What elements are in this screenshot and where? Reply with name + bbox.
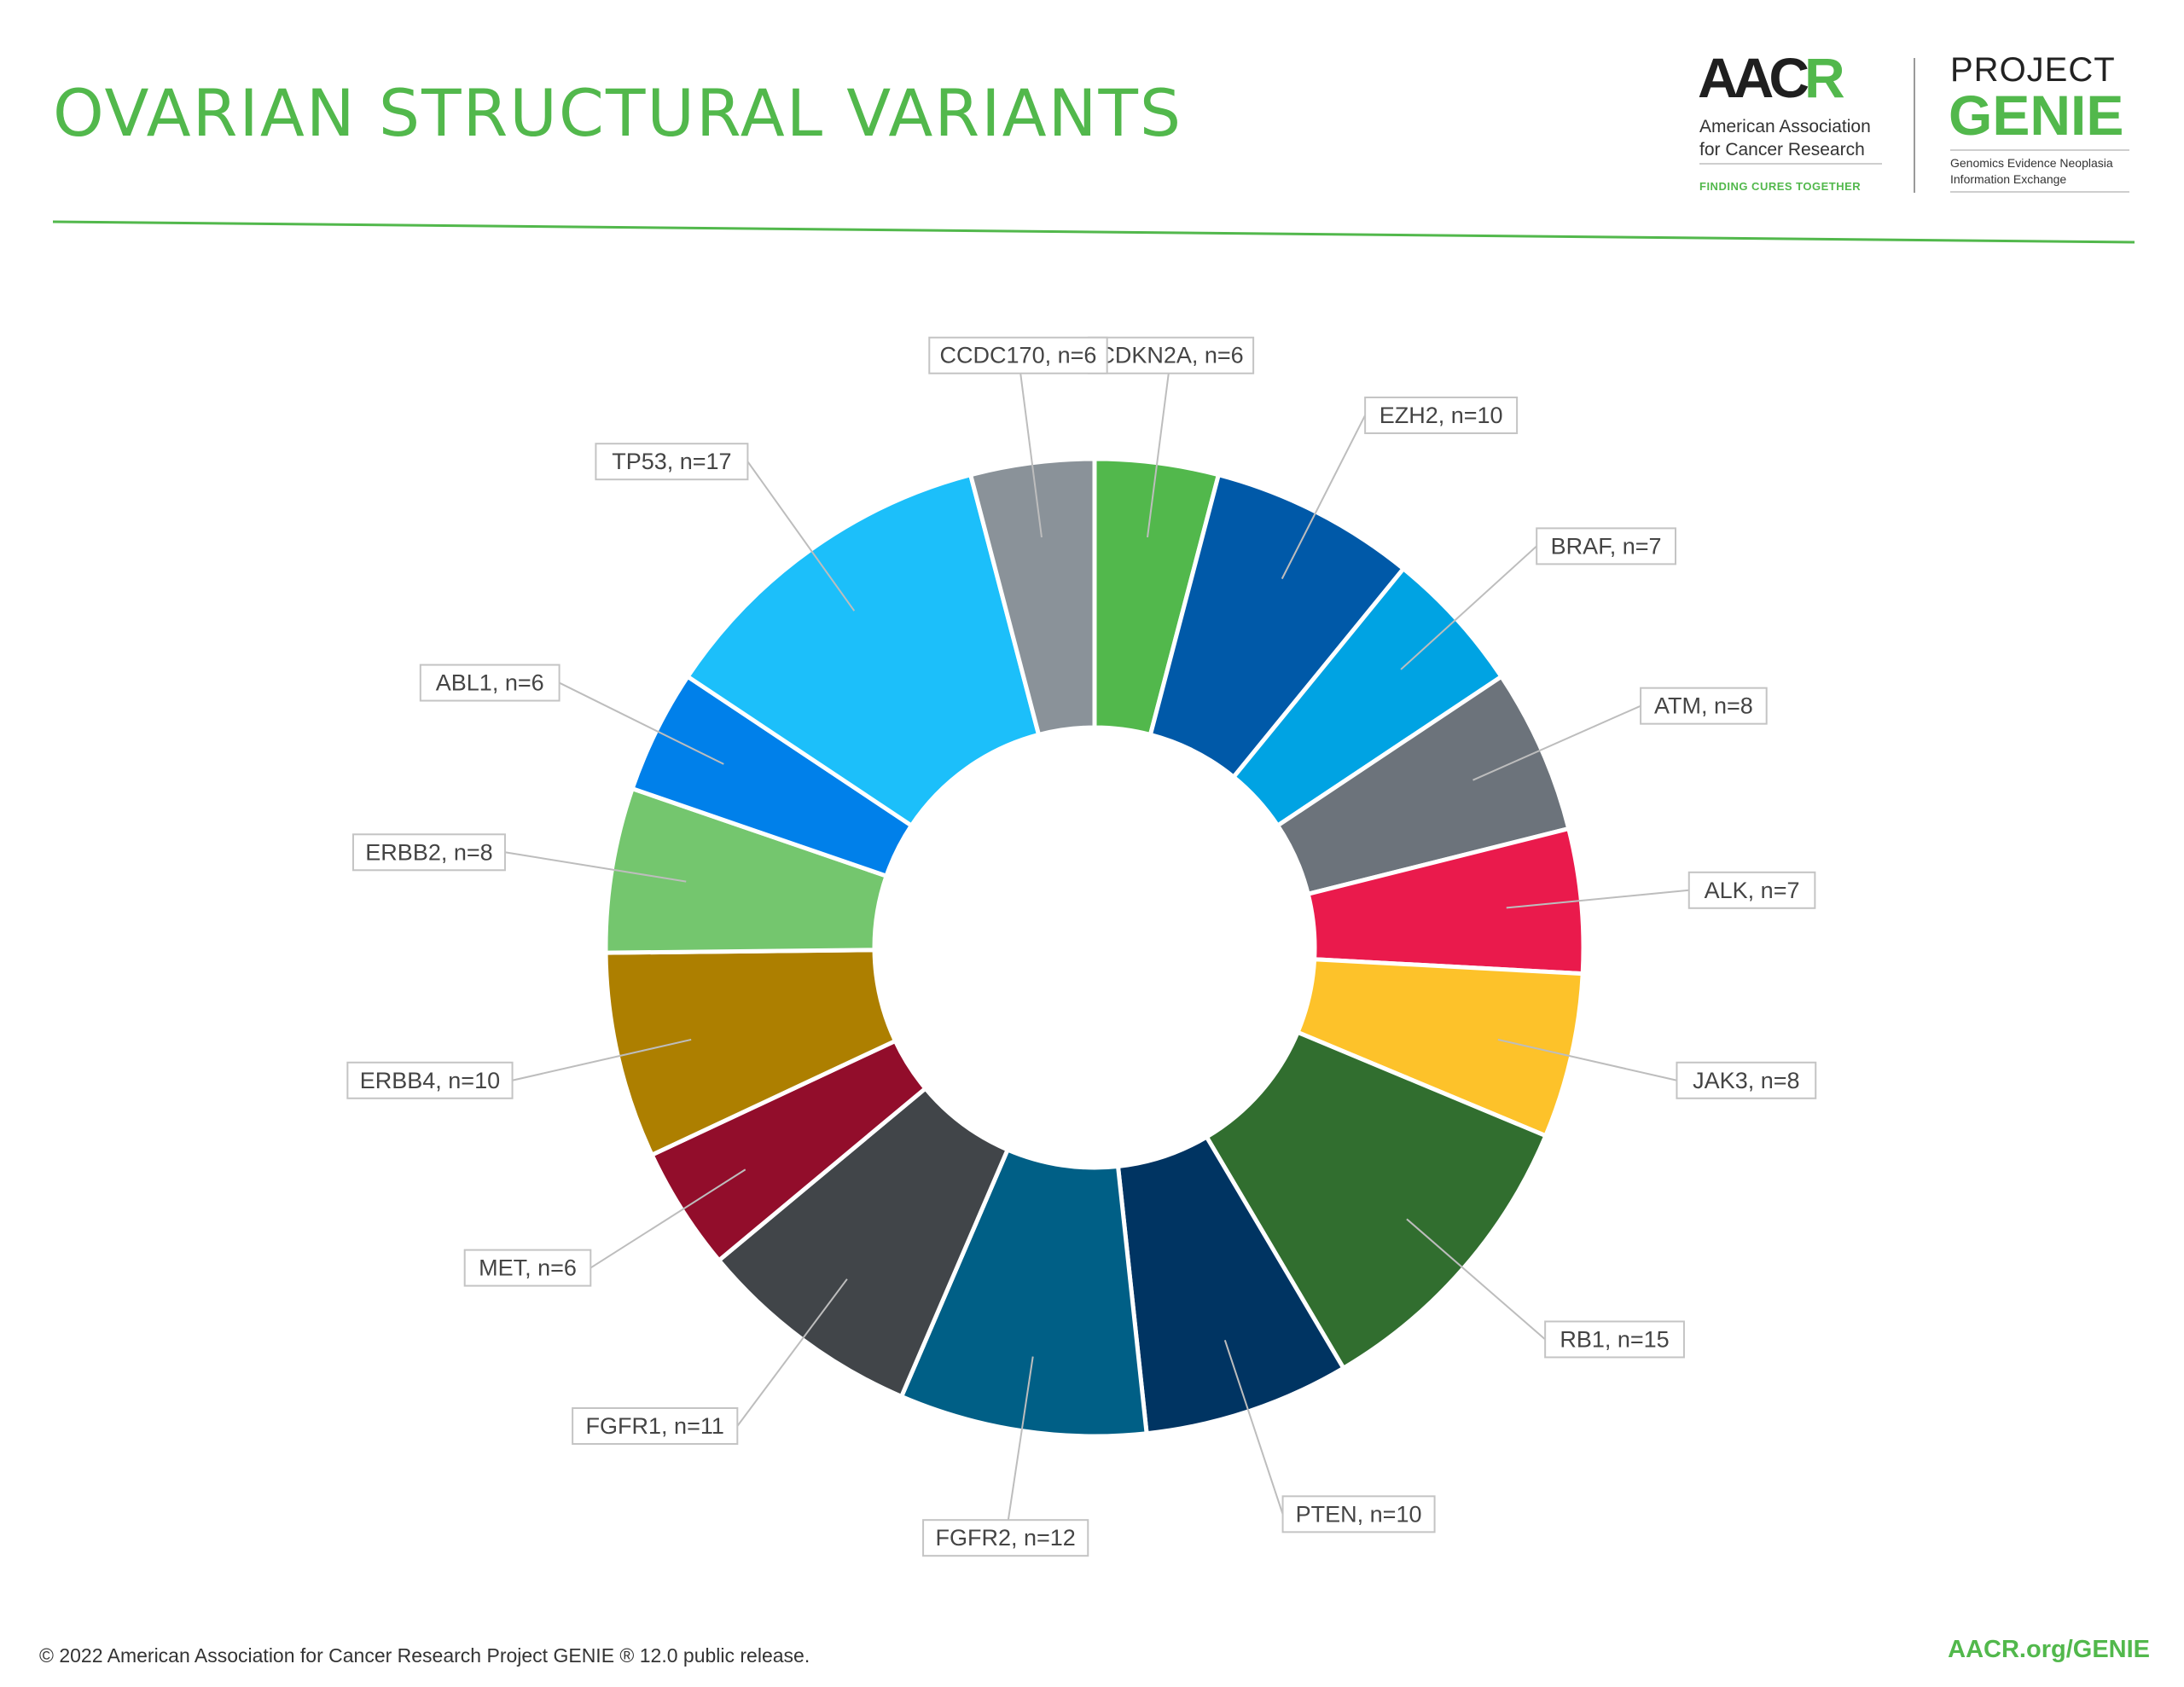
footer-copyright: © 2022 American Association for Cancer R… — [39, 1644, 810, 1667]
leader-alk — [1506, 889, 1689, 909]
label-pten: PTEN, n=10 — [1281, 1495, 1436, 1533]
label-braf: BRAF, n=7 — [1536, 527, 1676, 565]
slice-tp53[interactable] — [684, 472, 1042, 829]
label-text-erbb2: ERBB2, n=8 — [365, 839, 492, 865]
leader-ccdc170 — [1017, 355, 1043, 538]
label-cdkn2a: CDKN2A, n=6 — [1087, 336, 1255, 374]
label-text-ezh2: EZH2, n=10 — [1380, 403, 1503, 428]
header-rule-line — [52, 220, 2135, 244]
label-text-pten: PTEN, n=10 — [1296, 1501, 1422, 1527]
donut-slices — [603, 456, 1586, 1439]
leader-jak3 — [1497, 1038, 1677, 1081]
slice-ccdc170[interactable] — [967, 456, 1097, 738]
genie-subtitle-line2: Information Exchange — [1950, 172, 2067, 186]
label-text-cdkn2a: CDKN2A, n=6 — [1098, 343, 1243, 368]
label-text-abl1: ABL1, n=6 — [436, 670, 544, 696]
slice-rb1[interactable] — [1203, 1029, 1549, 1371]
label-jak3: JAK3, n=8 — [1676, 1061, 1817, 1099]
label-box-pten — [1281, 1495, 1436, 1533]
label-abl1: ABL1, n=6 — [419, 664, 561, 702]
leader-atm — [1472, 704, 1641, 781]
slice-labels: CDKN2A, n=6 EZH2, n=10 BRAF, n=7 ATM, n=8 AL… — [346, 336, 1817, 1557]
label-box-fgfr1 — [572, 1406, 739, 1445]
label-box-abl1 — [419, 664, 561, 702]
aacr-name-line2: for Cancer Research — [1699, 140, 1865, 159]
label-text-jak3: JAK3, n=8 — [1693, 1068, 1799, 1093]
leader-cdkn2a — [1147, 355, 1172, 538]
leader-tp53 — [746, 461, 856, 612]
label-box-alk — [1687, 871, 1816, 909]
label-atm: ATM, n=8 — [1640, 687, 1768, 725]
leader-rb1 — [1406, 1218, 1546, 1341]
label-alk: ALK, n=7 — [1687, 871, 1816, 909]
label-box-fgfr2 — [922, 1519, 1089, 1557]
label-text-fgfr2: FGFR2, n=12 — [936, 1525, 1076, 1551]
leader-pten — [1223, 1339, 1284, 1515]
label-text-alk: ALK, n=7 — [1705, 878, 1800, 903]
label-box-jak3 — [1676, 1061, 1817, 1099]
label-text-rb1: RB1, n=15 — [1560, 1326, 1669, 1352]
label-erbb4: ERBB4, n=10 — [346, 1061, 514, 1099]
aacr-wordmark-left: AAC — [1698, 46, 1809, 109]
label-tp53: TP53, n=17 — [595, 443, 749, 481]
leader-braf — [1400, 545, 1537, 670]
label-text-tp53: TP53, n=17 — [612, 449, 731, 474]
leader-fgfr1 — [736, 1278, 848, 1427]
label-text-braf: BRAF, n=7 — [1551, 533, 1662, 559]
leader-ezh2 — [1281, 415, 1367, 580]
leader-fgfr2 — [1004, 1356, 1034, 1539]
label-ezh2: EZH2, n=10 — [1364, 396, 1519, 434]
label-text-met: MET, n=6 — [479, 1255, 577, 1281]
page-title: OVARIAN STRUCTURAL VARIANTS — [53, 75, 1183, 151]
label-box-met — [463, 1249, 592, 1287]
slice-fgfr2[interactable] — [898, 1146, 1149, 1439]
label-erbb2: ERBB2, n=8 — [351, 833, 506, 872]
leader-met — [590, 1168, 746, 1269]
label-text-fgfr1: FGFR1, n=11 — [586, 1413, 724, 1439]
aacr-tagline: FINDING CURES TOGETHER — [1699, 180, 1862, 193]
leader-erbb2 — [504, 851, 687, 883]
label-met: MET, n=6 — [463, 1249, 592, 1287]
label-box-erbb4 — [346, 1061, 514, 1099]
label-box-ezh2 — [1364, 396, 1519, 434]
leader-abl1 — [559, 681, 724, 765]
aacr-wordmark-right: R — [1804, 46, 1845, 109]
label-ccdc170: CCDC170, n=6 — [928, 336, 1108, 374]
genie-wordmark: GENIE — [1949, 84, 2124, 147]
header-rule — [52, 149, 2135, 244]
label-box-cdkn2a — [1087, 336, 1255, 374]
aacr-name-line1: American Association — [1699, 117, 1871, 136]
label-box-erbb2 — [351, 833, 506, 872]
footer-url-link[interactable]: AACR.org/GENIE — [1948, 1636, 2150, 1663]
label-text-ccdc170: CCDC170, n=6 — [940, 343, 1097, 368]
genie-subtitle-line1: Genomics Evidence Neoplasia — [1950, 156, 2113, 170]
aacr-wordmark: AACR — [1698, 46, 1845, 109]
label-box-ccdc170 — [928, 336, 1108, 374]
label-box-atm — [1640, 687, 1768, 725]
label-box-braf — [1536, 527, 1676, 565]
label-text-atm: ATM, n=8 — [1654, 693, 1753, 719]
leader-erbb4 — [512, 1038, 692, 1081]
label-rb1: RB1, n=15 — [1544, 1320, 1685, 1359]
label-box-rb1 — [1544, 1320, 1685, 1359]
label-box-tp53 — [595, 443, 749, 481]
label-text-erbb4: ERBB4, n=10 — [360, 1068, 500, 1093]
label-leader-lines — [504, 355, 1689, 1539]
logo-divider — [1914, 58, 1915, 193]
genie-project-word: PROJECT — [1950, 51, 2116, 89]
label-fgfr2: FGFR2, n=12 — [922, 1519, 1089, 1557]
label-fgfr1: FGFR1, n=11 — [572, 1406, 739, 1445]
